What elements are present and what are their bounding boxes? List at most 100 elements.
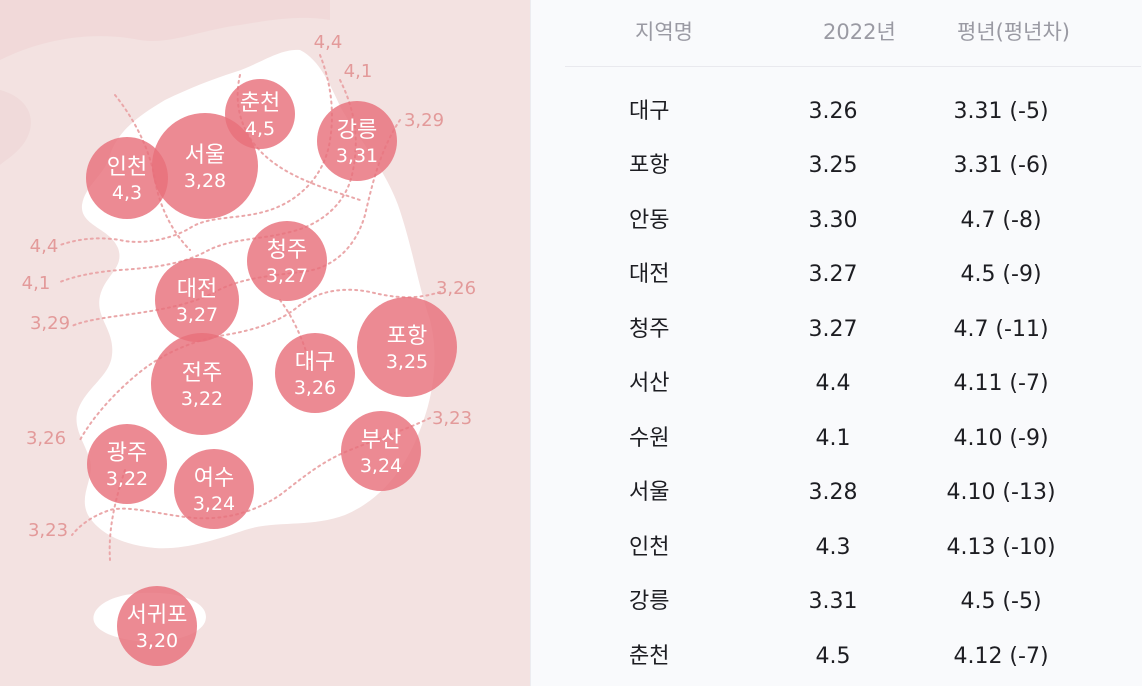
cell-year-text: 3.25 bbox=[808, 153, 858, 178]
cell-year-text: 3.28 bbox=[808, 480, 858, 505]
bubble-name: 부산 bbox=[361, 428, 401, 453]
isoline-label: 4,1 bbox=[22, 273, 51, 294]
cell-normal-text: 4.13 (-10) bbox=[946, 534, 1056, 560]
cell-region: 대전 bbox=[629, 262, 670, 287]
bubble-value: 3,24 bbox=[193, 493, 235, 515]
table-panel[interactable]: 부산3.243.30 (-6)대구3.263.31 (-5)포항3.253.31… bbox=[530, 0, 1142, 686]
bubble-name: 청주 bbox=[267, 238, 307, 263]
station-bubble: 부산3,24 bbox=[341, 411, 421, 491]
bubble-value: 3,28 bbox=[184, 170, 226, 192]
bubble-name: 광주 bbox=[107, 441, 147, 466]
bubble-circle bbox=[275, 333, 355, 413]
cell-region: 인천 bbox=[629, 534, 670, 560]
bubble-value: 4,3 bbox=[112, 182, 142, 204]
cell-region: 강릉 bbox=[629, 589, 670, 614]
cell-normal-text: 4.5 (-5) bbox=[960, 589, 1042, 614]
table-row: 청주 3.27 4.7 (-11) bbox=[531, 303, 1142, 357]
bubble-name: 서울 bbox=[185, 143, 225, 168]
station-bubble: 인천4,3 bbox=[86, 137, 168, 219]
bubble-name: 대구 bbox=[295, 350, 335, 375]
cell-region: 수원 bbox=[629, 425, 670, 451]
table-row: 인천 4.3 4.13 (-10) bbox=[531, 521, 1142, 575]
bubble-name: 포항 bbox=[387, 324, 427, 349]
bubble-circle bbox=[86, 137, 168, 219]
station-bubble: 광주3,22 bbox=[87, 424, 167, 504]
station-bubble: 강릉3,31 bbox=[317, 101, 397, 181]
isoline-label: 3,29 bbox=[30, 313, 70, 334]
neighbor-land bbox=[0, 0, 330, 60]
isoline-label: 3,26 bbox=[436, 278, 476, 299]
bubble-name: 춘천 bbox=[240, 91, 280, 116]
bubble-value: 3,27 bbox=[266, 265, 308, 287]
header-normal: 평년(평년차) bbox=[957, 20, 1070, 44]
bubble-value: 3,20 bbox=[136, 630, 178, 652]
cell-year-text: 3.30 bbox=[808, 207, 858, 233]
header-year: 2022년 bbox=[823, 20, 896, 44]
cell-region: 포항 bbox=[629, 153, 670, 178]
cell-region: 춘천 bbox=[629, 643, 670, 669]
isoline bbox=[79, 288, 441, 441]
bubble-value: 3,22 bbox=[181, 388, 223, 410]
bubble-circle bbox=[341, 411, 421, 491]
isoline bbox=[114, 94, 191, 251]
bubble-name: 여수 bbox=[194, 466, 234, 491]
cell-normal-text: 4.10 (-9) bbox=[953, 425, 1049, 451]
table-header: 지역명 2022년 평년(평년차) bbox=[531, 0, 1142, 66]
table-row: 춘천 4.5 4.12 (-7) bbox=[531, 630, 1142, 684]
isoline-labels: 4,44,13,294,44,13,293,263,233,263,23 bbox=[22, 32, 476, 541]
bubble-name: 전주 bbox=[182, 361, 222, 386]
header-divider bbox=[565, 66, 1141, 67]
isoline-label: 3,23 bbox=[28, 520, 68, 541]
cell-year-text: 3.31 bbox=[808, 589, 858, 614]
bubble-name: 인천 bbox=[107, 155, 147, 180]
cell-normal-text: 4.10 (-13) bbox=[946, 480, 1056, 505]
table-row: 대전 3.27 4.5 (-9) bbox=[531, 248, 1142, 302]
cell-year-text: 3.27 bbox=[808, 262, 858, 287]
station-bubble: 서울3,28 bbox=[152, 113, 258, 219]
station-bubble: 여수3,24 bbox=[174, 449, 254, 529]
station-bubble: 춘천4,5 bbox=[225, 79, 295, 149]
cell-year-text: 4.5 bbox=[815, 643, 851, 669]
table-row: 서울 3.28 4.10 (-13) bbox=[531, 466, 1142, 520]
isoline-label: 4,4 bbox=[314, 32, 343, 53]
cell-region: 서울 bbox=[629, 480, 670, 505]
cell-year-text: 4.4 bbox=[815, 371, 851, 396]
station-bubble: 대구3,26 bbox=[275, 333, 355, 413]
bubble-value: 3,27 bbox=[176, 304, 218, 326]
table-row: 포항 3.25 3.31 (-6) bbox=[531, 139, 1142, 193]
bubble-value: 3,26 bbox=[294, 377, 336, 399]
bubble-circle bbox=[174, 449, 254, 529]
station-bubble: 전주3,22 bbox=[151, 333, 253, 435]
table-row: 수원 4.1 4.10 (-9) bbox=[531, 412, 1142, 466]
cell-normal-text: 3.31 (-6) bbox=[953, 153, 1049, 178]
cell-normal-text: 3.31 (-5) bbox=[953, 98, 1049, 124]
bubble-circle bbox=[87, 424, 167, 504]
korea-map: 춘천4,5 강릉3,31인천4,3서울3,28청주3,27대전3,27포항3,25… bbox=[0, 0, 476, 666]
cell-normal-text: 4.7 (-11) bbox=[953, 316, 1049, 342]
bubble-value: 3,25 bbox=[386, 351, 428, 373]
cell-year-text: 4.1 bbox=[815, 425, 851, 451]
cell-year-text: 3.26 bbox=[808, 98, 858, 124]
neighbor-land-west bbox=[0, 90, 31, 165]
station-bubble: 청주3,27 bbox=[247, 221, 327, 301]
bubble-value: 3,22 bbox=[106, 468, 148, 490]
bubble-name: 대전 bbox=[177, 277, 217, 302]
bubble-circle bbox=[151, 333, 253, 435]
cell-region: 안동 bbox=[629, 207, 670, 233]
bubble-circle bbox=[357, 297, 457, 397]
cell-region: 서산 bbox=[629, 371, 670, 396]
bubble-value: 4,5 bbox=[245, 118, 275, 140]
table-row: 강릉 3.31 4.5 (-5) bbox=[531, 575, 1142, 629]
bubble-name: 강릉 bbox=[337, 118, 377, 143]
header-region: 지역명 bbox=[635, 20, 693, 44]
map-panel: 춘천 4,5 강릉 3,31 인천 4,3 서울 3,28 청주 3,27 대전 3,27 포항 3,25… bbox=[0, 0, 530, 686]
bubble-circle bbox=[117, 586, 197, 666]
cell-year-text: 4.3 bbox=[815, 534, 851, 560]
isoline-label: 3,23 bbox=[432, 408, 472, 429]
table-row: 안동 3.30 4.7 (-8) bbox=[531, 194, 1142, 248]
isoline-label: 3,29 bbox=[404, 110, 444, 131]
bubble-circle bbox=[247, 221, 327, 301]
cell-region: 대구 bbox=[629, 98, 670, 124]
bubble-value: 3,24 bbox=[360, 455, 402, 477]
cell-normal-text: 4.11 (-7) bbox=[953, 371, 1049, 396]
